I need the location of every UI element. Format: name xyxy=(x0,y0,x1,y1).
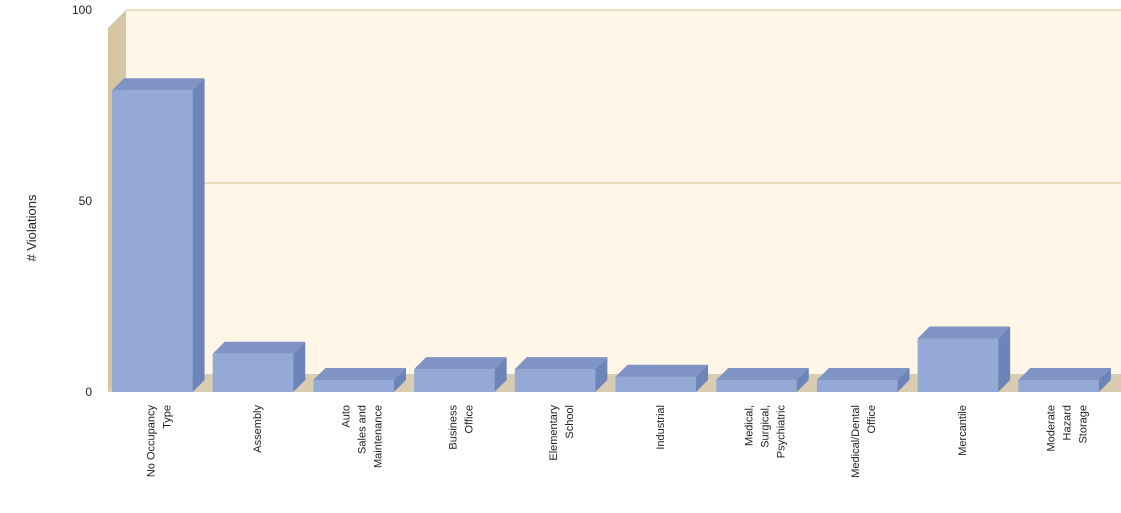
category-label-line: School xyxy=(564,405,576,439)
bar xyxy=(615,364,709,392)
bar xyxy=(816,368,910,392)
bar-side xyxy=(1098,368,1111,392)
bar-side xyxy=(393,368,406,392)
category-label: Assembly xyxy=(252,405,264,453)
y-tick-labels: 0 50 100 xyxy=(72,3,92,399)
bar-side xyxy=(293,341,306,392)
category-label: Business Office xyxy=(447,405,475,450)
category-label-line: Psychiatric xyxy=(775,405,787,459)
back-wall xyxy=(126,10,1121,384)
bar-front xyxy=(917,338,999,392)
bar-side xyxy=(595,357,608,392)
bar-top xyxy=(414,357,507,370)
category-label: Elementary School xyxy=(548,405,576,461)
bar xyxy=(917,326,1011,392)
bar-side xyxy=(696,364,709,392)
bar xyxy=(716,368,809,392)
category-label-line: Medical, xyxy=(743,405,755,446)
category-label-line: Surgical, xyxy=(759,405,771,448)
bar xyxy=(414,357,507,392)
bar-top xyxy=(917,326,1011,339)
category-label: No Occupancy Type xyxy=(145,405,173,478)
category-label: Industrial xyxy=(655,405,667,450)
bar-front xyxy=(716,380,797,392)
category-label: Auto Sales and Maintenance xyxy=(341,405,385,468)
y-tick-label: 100 xyxy=(72,3,92,17)
y-tick-label: 50 xyxy=(79,194,93,208)
category-label-line: Office xyxy=(463,405,475,434)
bar-front xyxy=(816,380,898,392)
category-label-line: Office xyxy=(866,405,878,434)
category-label-line: Elementary xyxy=(548,405,560,461)
bar-top xyxy=(1018,368,1111,380)
y-tick-label: 0 xyxy=(85,385,92,399)
category-labels: No Occupancy Type Assembly Auto Sales and Mai… xyxy=(145,405,1089,478)
category-label-line: Mercantile xyxy=(957,405,969,456)
bar-top xyxy=(716,368,809,380)
category-label-line: Business xyxy=(447,405,459,450)
bar-front xyxy=(1018,380,1099,392)
category-label: Moderate Hazard Storage xyxy=(1046,405,1090,451)
bar xyxy=(1018,368,1111,392)
category-label: Medical, Surgical, Psychiatric xyxy=(743,405,787,459)
bar xyxy=(112,78,205,392)
bar-top xyxy=(615,364,709,377)
category-label-line: Hazard xyxy=(1062,405,1074,440)
bar-front xyxy=(514,369,596,392)
category-label-line: Storage xyxy=(1078,405,1090,444)
category-label-line: Auto xyxy=(341,405,353,428)
category-label: Mercantile xyxy=(957,405,969,456)
category-label-line: Industrial xyxy=(655,405,667,450)
bar-top xyxy=(313,368,406,380)
bar-side xyxy=(796,368,809,392)
category-label-line: Assembly xyxy=(252,405,264,453)
category-label-line: Moderate xyxy=(1046,405,1058,451)
bar-side xyxy=(494,357,507,392)
bar-top xyxy=(212,341,306,354)
category-label-line: Maintenance xyxy=(373,405,385,468)
bar-front xyxy=(414,369,495,392)
bar-top xyxy=(514,357,608,370)
bar-side xyxy=(192,78,205,392)
bar-side xyxy=(897,368,910,392)
bars xyxy=(112,78,1111,392)
category-label-line: Sales and xyxy=(357,405,369,454)
category-label-line: No Occupancy xyxy=(145,405,157,478)
y-axis-label: # Violations xyxy=(24,194,39,261)
bar-front xyxy=(615,376,697,392)
bar-side xyxy=(998,326,1011,392)
bar-front xyxy=(112,90,193,392)
category-label-line: Type xyxy=(161,405,173,429)
category-label-line: Medical/Dental xyxy=(850,405,862,478)
bar xyxy=(313,368,406,392)
bar-front xyxy=(313,380,394,392)
category-label: Medical/Dental Office xyxy=(850,405,878,478)
bar xyxy=(514,357,608,392)
bar-front xyxy=(212,353,294,392)
bar-top xyxy=(816,368,910,380)
bar-top xyxy=(112,78,205,91)
bar xyxy=(212,341,306,392)
